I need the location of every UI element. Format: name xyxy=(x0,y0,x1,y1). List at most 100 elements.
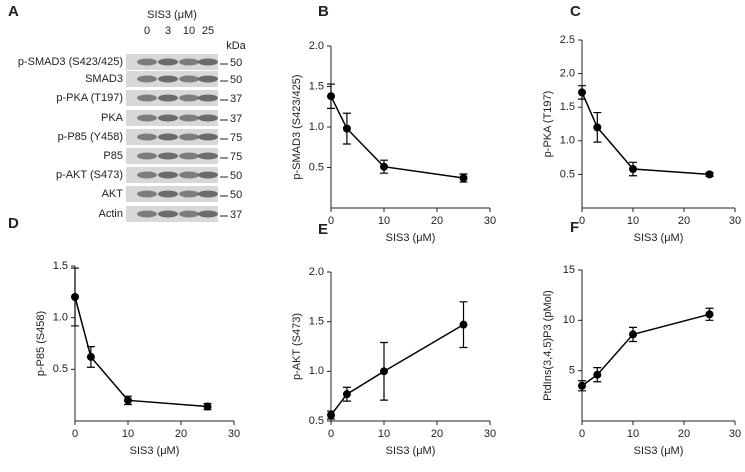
y-tick-label: 2.0 xyxy=(309,40,324,52)
y-tick-label: 0.5 xyxy=(53,363,68,375)
y-tick-label: 1.5 xyxy=(309,80,324,92)
dose-label: 0 xyxy=(144,25,150,37)
panel-label: F xyxy=(570,219,579,236)
x-tick-label: 10 xyxy=(627,215,639,227)
blot-row-label: p-P85 (Y458) xyxy=(58,131,123,143)
data-point xyxy=(593,123,602,132)
data-line xyxy=(330,95,464,179)
y-tick-label: 2.0 xyxy=(309,266,324,278)
data-point xyxy=(705,170,714,179)
y-axis-title: p-SMAD3 (S423/425) xyxy=(291,74,303,179)
y-axis-title: PtdIns(3,4,5)P3 (pMol) xyxy=(542,290,554,401)
y-axis-title: p-AKT (S473) xyxy=(291,313,303,380)
x-tick-label: 20 xyxy=(431,215,443,227)
x-tick-label: 30 xyxy=(484,215,496,227)
y-tick-label: 1.0 xyxy=(53,312,68,324)
panel-label: B xyxy=(318,3,329,20)
y-tick-label: 5 xyxy=(569,365,575,377)
x-tick-label: 0 xyxy=(328,428,334,440)
x-tick-label: 10 xyxy=(627,428,639,440)
blot-band xyxy=(158,94,178,102)
panel-label: A xyxy=(8,3,19,20)
y-tick-label: 2.5 xyxy=(560,34,575,46)
data-point xyxy=(705,310,714,319)
x-tick-label: 30 xyxy=(228,428,240,440)
blot-band xyxy=(137,210,157,218)
data-point xyxy=(203,402,212,411)
x-axis-title: SIS3 (μM) xyxy=(386,445,436,457)
data-point xyxy=(86,352,95,361)
data-point xyxy=(629,330,637,339)
blot-band xyxy=(179,190,199,198)
blot-band xyxy=(158,152,178,160)
x-tick-label: 20 xyxy=(431,428,443,440)
blot-band xyxy=(158,133,178,141)
blot-band xyxy=(198,171,218,179)
blot-band xyxy=(198,75,218,83)
kda-value: 50 xyxy=(230,57,242,69)
x-tick-label: 20 xyxy=(175,428,187,440)
data-point xyxy=(578,381,586,390)
y-tick-label: 15 xyxy=(563,264,575,276)
x-axis-title: SIS3 (μM) xyxy=(634,445,684,457)
y-tick-label: 0.5 xyxy=(309,161,324,173)
blot-row-label: P85 xyxy=(103,150,123,162)
data-point xyxy=(459,174,468,183)
dose-label: 25 xyxy=(202,25,214,37)
kda-value: 75 xyxy=(230,151,242,163)
y-tick-label: 0.5 xyxy=(309,415,324,427)
blot-row-label: p-SMAD3 (S423/425) xyxy=(18,56,123,68)
blot-title: SIS3 (μM) xyxy=(147,9,197,21)
kda-label: kDa xyxy=(226,40,246,52)
x-tick-label: 10 xyxy=(378,428,390,440)
x-tick-label: 30 xyxy=(729,215,741,227)
blot-row-label: AKT xyxy=(102,188,124,200)
kda-value: 37 xyxy=(230,93,242,105)
y-axis-title: p-P85 (S458) xyxy=(35,311,47,376)
blot-band xyxy=(137,114,157,122)
blot-band xyxy=(198,94,218,102)
blot-band xyxy=(137,58,157,66)
blot-band xyxy=(179,210,199,218)
kda-value: 37 xyxy=(230,113,242,125)
data-point xyxy=(629,165,637,174)
x-tick-label: 20 xyxy=(678,428,690,440)
blot-band xyxy=(198,210,218,218)
data-point xyxy=(124,396,132,405)
panel-label: E xyxy=(318,221,328,238)
data-point xyxy=(380,367,388,376)
data-line xyxy=(581,313,710,387)
y-tick-label: 1.0 xyxy=(309,365,324,377)
kda-value: 50 xyxy=(230,74,242,86)
blot-band xyxy=(179,171,199,179)
blot-band xyxy=(137,171,157,179)
data-point xyxy=(593,370,602,379)
blot-band xyxy=(137,133,157,141)
blot-band xyxy=(198,190,218,198)
blot-band xyxy=(158,58,178,66)
kda-value: 37 xyxy=(230,209,242,221)
y-tick-label: 10 xyxy=(563,314,575,326)
kda-value: 50 xyxy=(230,189,242,201)
kda-value: 75 xyxy=(230,132,242,144)
x-tick-label: 20 xyxy=(678,215,690,227)
panel-label: D xyxy=(8,215,19,232)
blot-band xyxy=(179,75,199,83)
blot-row-label: p-PKA (T197) xyxy=(56,92,123,104)
data-line xyxy=(74,296,208,408)
blot-band xyxy=(198,58,218,66)
x-axis-title: SIS3 (μM) xyxy=(130,445,180,457)
data-point xyxy=(71,293,79,301)
data-point xyxy=(380,162,388,171)
data-point xyxy=(459,320,468,329)
data-point xyxy=(327,411,335,420)
y-tick-label: 0.5 xyxy=(560,168,575,180)
x-tick-label: 0 xyxy=(328,215,334,227)
blot-band xyxy=(137,94,157,102)
blot-band xyxy=(179,58,199,66)
data-line xyxy=(330,324,464,416)
blot-band xyxy=(198,114,218,122)
y-tick-label: 1.5 xyxy=(309,316,324,328)
blot-band xyxy=(179,94,199,102)
